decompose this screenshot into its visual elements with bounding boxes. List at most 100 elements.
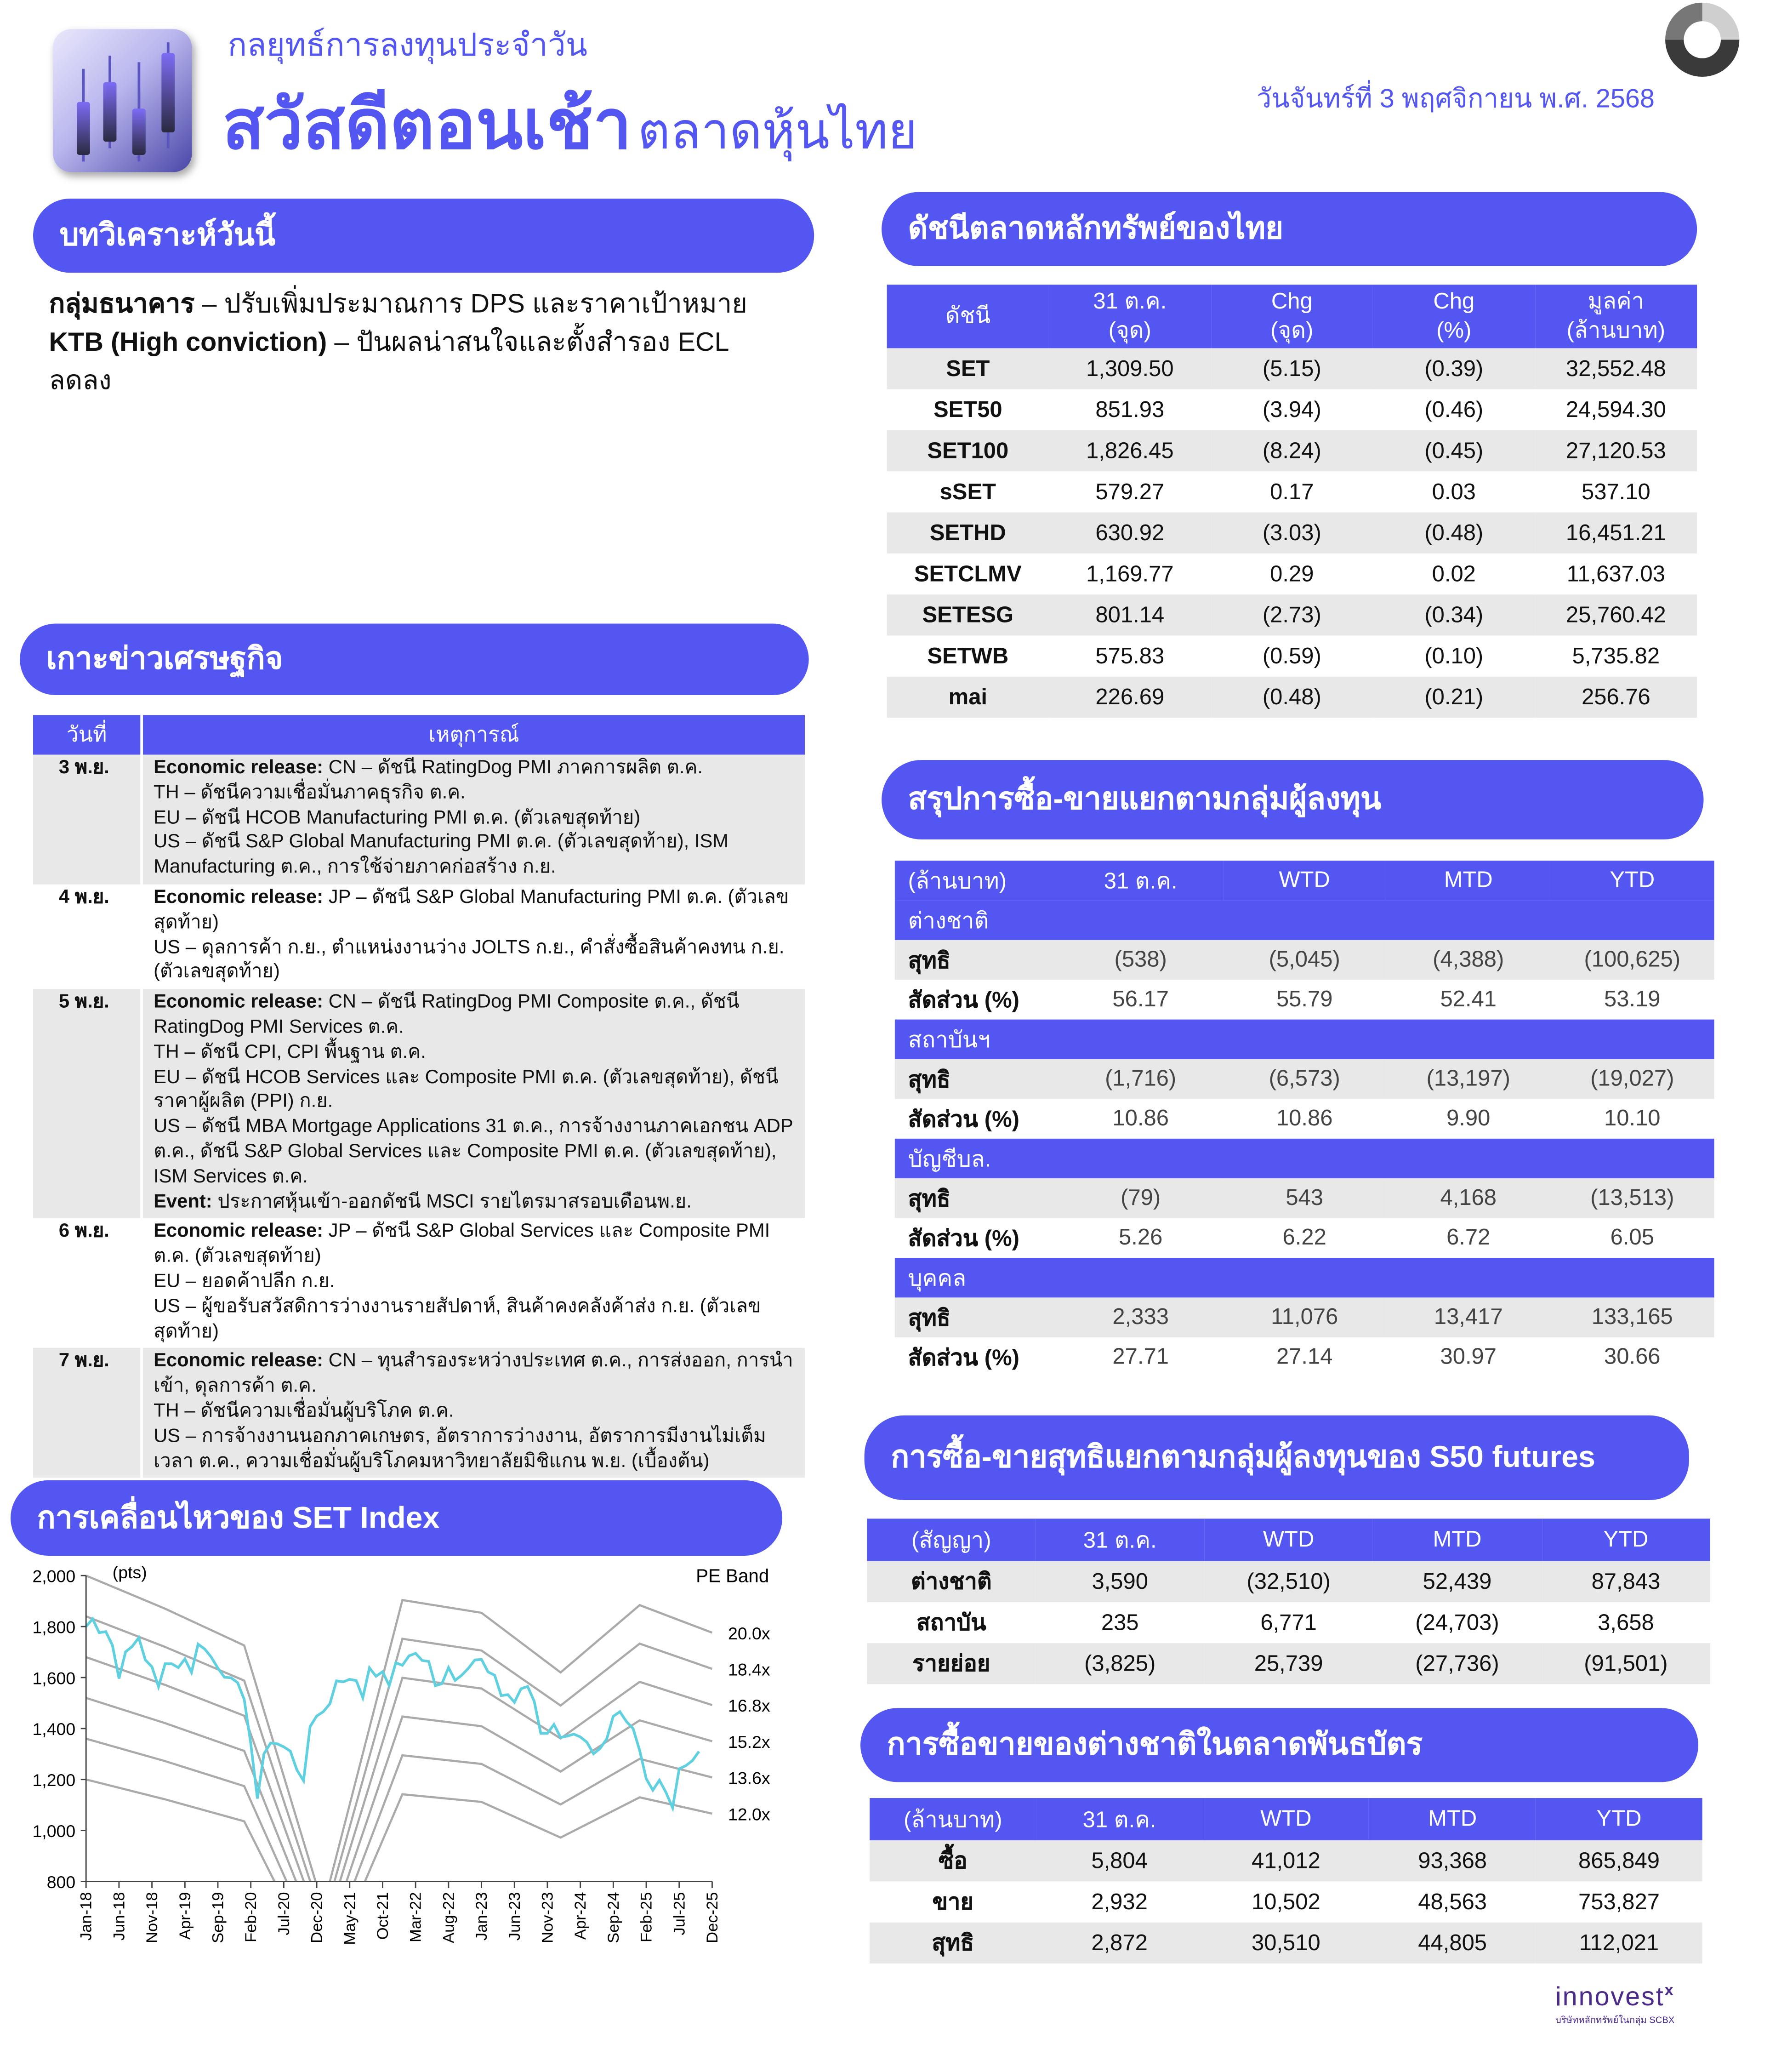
calendar-event-line: US – ผู้ขอรับสวัสดิการว่างงานรายสัปดาห์,… <box>154 1295 799 1344</box>
column-header: MTD <box>1386 861 1551 901</box>
event-label: Economic release: <box>154 887 324 908</box>
calendar-events: Economic release: CN – ทุนสำรองระหว่างปร… <box>142 1348 805 1478</box>
index-value: 579.27 <box>1095 479 1165 504</box>
analysis-item[interactable]: KTB (High conviction) – ปันผลน่าสนใจและต… <box>49 325 791 401</box>
index-value: (8.24) <box>1211 430 1373 472</box>
row-value: (32,510) <box>1204 1561 1373 1602</box>
row-value: (6,573) <box>1222 1059 1387 1099</box>
row-value: 10.86 <box>1276 1105 1333 1131</box>
analysis-item[interactable]: กลุ่มธนาคาร – ปรับเพิ่มประมาณการ DPS และ… <box>49 286 791 325</box>
calendar-date: 3 พ.ย. <box>33 754 143 885</box>
event-text: TH – ดัชนี CPI, CPI พื้นฐาน ต.ค. <box>154 1041 426 1063</box>
table-row: SETCLMV 1,169.77 0.29 0.02 11,637.03 <box>887 554 1697 594</box>
x-tick-label: Sep-24 <box>605 1892 622 1943</box>
column-header: Chg (%) <box>1373 285 1535 348</box>
table-row: SETWB 575.83 (0.59) (0.10) 5,735.82 <box>887 635 1697 676</box>
event-text: CN – ดัชนี RatingDog PMI Composite ต.ค.,… <box>154 992 740 1038</box>
row-label: สุทธิ <box>894 1059 1059 1099</box>
calendar-event-line: US – การจ้างงานนอกภาคเกษตร, อัตราการว่าง… <box>154 1424 799 1474</box>
table-row: สัดส่วน (%) 10.86 10.86 9.90 10.10 <box>895 1099 1714 1138</box>
row-label: ขาย <box>932 1889 974 1915</box>
column-header: WTD <box>1202 1798 1370 1841</box>
investor-group-row: บัญชีบล. <box>894 1138 1714 1179</box>
table-header-row: ดัชนี 31 ต.ค. (จุด) Chg (จุด) Chg (%) มูลค่า (ล้… <box>887 285 1697 348</box>
index-name: SETESG <box>887 594 1049 636</box>
index-value: (0.39) <box>1373 348 1535 389</box>
index-value: 0.17 <box>1270 479 1314 504</box>
y-tick-label: 1,400 <box>32 1719 75 1739</box>
index-value: 32,552.48 <box>1535 348 1697 389</box>
calendar-events: Economic release: JP – ดัชนี S&P Global … <box>142 885 805 989</box>
investor-group-name: บุคคล <box>894 1258 1714 1298</box>
x-tick-label: Apr-19 <box>176 1892 194 1940</box>
column-header-line: ดัชนี <box>945 303 991 329</box>
index-name: SET50 <box>933 396 1002 422</box>
row-label: สัดส่วน (%) <box>908 1225 1019 1251</box>
event-text: US – ดัชนี S&P Global Manufacturing PMI … <box>154 832 729 878</box>
row-value: 543 <box>1222 1178 1387 1218</box>
row-value: 6.22 <box>1282 1225 1326 1250</box>
row-label: สัดส่วน (%) <box>908 987 1019 1012</box>
table-row: สถาบัน 235 6,771 (24,703) 3,658 <box>867 1602 1710 1643</box>
event-label: Economic release: <box>154 1351 324 1372</box>
index-value: 851.93 <box>1095 396 1165 422</box>
row-value: 6.05 <box>1610 1225 1654 1250</box>
row-label: ซื้อ <box>870 1840 1036 1882</box>
row-value: 2,872 <box>1036 1922 1203 1964</box>
table-row: SET100 1,826.45 (8.24) (0.45) 27,120.53 <box>887 430 1697 472</box>
index-value: 24,594.30 <box>1565 396 1666 422</box>
investor-group-row: สถาบันฯ <box>894 1019 1714 1059</box>
s50-section-header: การซื้อ-ขายสุทธิแยกตามกลุ่มผู้ลงทุนของ S… <box>864 1415 1689 1501</box>
index-value: 1,309.50 <box>1049 348 1211 389</box>
index-value: (2.73) <box>1211 594 1373 636</box>
logo-tagline: บริษัทหลักทรัพย์ในกลุ่ม SCBX <box>1555 2016 1675 2026</box>
column-header-line: (จุด) <box>1270 318 1314 343</box>
row-value: 5.26 <box>1119 1225 1163 1250</box>
index-value: (0.48) <box>1211 676 1373 718</box>
calendar-event-line: Economic release: JP – ดัชนี S&P Global … <box>154 886 799 936</box>
column-header: 31 ต.ค. <box>1036 1798 1203 1841</box>
event-text: US – ดัชนี MBA Mortgage Applications 31 … <box>154 1116 793 1187</box>
analysis-item-label: กลุ่มธนาคาร <box>49 290 195 320</box>
row-value: (4,388) <box>1386 940 1551 980</box>
row-value: (13,513) <box>1550 1178 1714 1218</box>
s50-futures-table: (สัญญา) 31 ต.ค. WTD MTD YTD ต่างชาติ 3,590 (32,… <box>867 1518 1710 1684</box>
column-header-line: (%) <box>1436 318 1472 343</box>
index-name: SETCLMV <box>914 560 1022 586</box>
row-value: (3,825) <box>1036 1643 1205 1684</box>
index-value: (0.59) <box>1262 643 1321 668</box>
row-value: 10,502 <box>1251 1889 1320 1914</box>
event-text: EU – ดัชนี HCOB Services และ Composite P… <box>154 1067 779 1113</box>
investor-flow-table: (ล้านบาท) 31 ต.ค. WTD MTD YTD ต่างชาติ สุทธิ (5… <box>894 861 1714 1377</box>
analysis-item-label: KTB (High conviction) <box>49 328 327 358</box>
row-value: 27.71 <box>1112 1344 1169 1369</box>
x-tick-label: Sep-19 <box>210 1892 227 1943</box>
row-value: 13,417 <box>1386 1297 1551 1337</box>
column-header-date: วันที่ <box>33 715 143 755</box>
row-value: (100,625) <box>1550 940 1714 980</box>
investor-group-row: บุคคล <box>894 1258 1714 1298</box>
event-label: Economic release: <box>154 757 324 779</box>
candlestick-hero-icon <box>53 29 192 172</box>
logo-superscript: x <box>1664 1981 1675 1999</box>
row-value: (1,716) <box>1059 1059 1223 1099</box>
row-value: 55.79 <box>1276 986 1333 1012</box>
index-value: 226.69 <box>1049 676 1211 718</box>
calendar-row: 4 พ.ย. Economic release: JP – ดัชนี S&P G… <box>33 884 805 989</box>
calendar-date: 5 พ.ย. <box>33 989 143 1219</box>
row-value: 87,843 <box>1541 1561 1710 1602</box>
x-tick-label: Jan-23 <box>473 1892 490 1941</box>
index-value: (3.03) <box>1211 512 1373 554</box>
row-value: 2,932 <box>1091 1889 1148 1914</box>
row-value: (27,736) <box>1373 1643 1542 1684</box>
index-name: SETHD <box>887 512 1049 554</box>
table-row: SETESG 801.14 (2.73) (0.34) 25,760.42 <box>887 594 1697 636</box>
pe-band-line-16.8x <box>86 1656 713 1882</box>
column-header-line: Chg <box>1433 288 1475 314</box>
row-value: 30,510 <box>1202 1922 1370 1964</box>
x-tick-label: May-21 <box>341 1892 359 1945</box>
x-tick-label: Mar-22 <box>407 1892 425 1942</box>
calendar-date: 4 พ.ย. <box>33 884 143 989</box>
row-value: 133,165 <box>1550 1297 1714 1337</box>
indices-section-header: ดัชนีตลาดหลักทรัพย์ของไทย <box>882 192 1697 266</box>
